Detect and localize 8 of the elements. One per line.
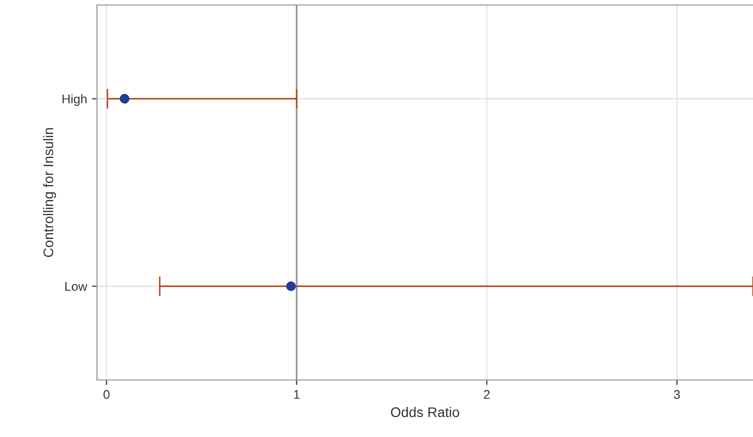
y-tick-label: Low bbox=[65, 282, 88, 291]
x-tick-label: 3 bbox=[674, 390, 680, 399]
y-tick-label: High bbox=[62, 94, 86, 106]
x-tick-label: 0 bbox=[104, 390, 110, 399]
y-axis-title: Controlling for Insulin bbox=[43, 128, 56, 258]
x-axis-title: Odds Ratio bbox=[390, 406, 460, 418]
x-tick-label: 1 bbox=[294, 390, 300, 399]
x-tick-label: 2 bbox=[484, 390, 490, 399]
